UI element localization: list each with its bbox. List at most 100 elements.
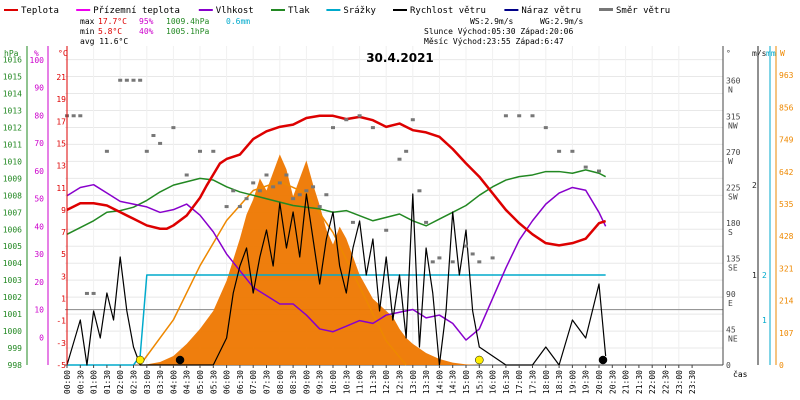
x-tick-label: 15:30 bbox=[475, 370, 484, 394]
solar-radiation-area bbox=[133, 154, 480, 365]
x-tick-label: 03:30 bbox=[156, 370, 165, 394]
stats-max-humidity: 95% bbox=[139, 17, 154, 26]
dir-compass-label: N bbox=[728, 86, 733, 95]
w-tick-label: 321 bbox=[779, 264, 794, 273]
dir-compass-label: NW bbox=[728, 121, 738, 130]
temp-tick-label: 15 bbox=[56, 139, 66, 148]
x-tick-label: 15:00 bbox=[462, 370, 471, 394]
wind-direction-dot bbox=[384, 228, 389, 232]
wind-direction-dot bbox=[450, 260, 455, 264]
w-tick-label: 749 bbox=[779, 136, 794, 145]
x-tick-label: 12:30 bbox=[396, 370, 405, 394]
wind-direction-dot bbox=[464, 244, 468, 248]
dir-compass-label: SE bbox=[728, 263, 738, 272]
x-tick-label: 19:00 bbox=[568, 370, 577, 394]
x-tick-label: 09:00 bbox=[302, 370, 311, 394]
wind-direction-dot bbox=[437, 256, 442, 260]
wind-direction-dot bbox=[304, 189, 309, 193]
wind-direction-dot bbox=[71, 114, 76, 118]
w-axis-label: W bbox=[780, 49, 785, 58]
hpa-tick-label: 1007 bbox=[3, 208, 22, 217]
wind-direction-dot bbox=[138, 78, 143, 82]
x-tick-label: 20:00 bbox=[595, 370, 604, 394]
series-layer bbox=[65, 78, 608, 366]
x-tick-label: 23:00 bbox=[675, 370, 684, 394]
wind-direction-dot bbox=[370, 126, 375, 130]
wind-direction-dot bbox=[530, 114, 535, 118]
x-tick-label: 04:30 bbox=[183, 370, 192, 394]
axes-layer: 1016101510141013101210111010100910081007… bbox=[3, 46, 794, 394]
x-tick-label: 17:30 bbox=[529, 370, 538, 394]
wind-direction-dot bbox=[277, 181, 282, 185]
pct-tick-label: 40 bbox=[34, 222, 44, 231]
wind-direction-dot bbox=[224, 205, 229, 209]
temp-tick-label: 13 bbox=[56, 162, 66, 171]
wind-direction-dot bbox=[297, 193, 302, 197]
temp-tick-label: 11 bbox=[56, 184, 66, 193]
pct-tick-label: 10 bbox=[34, 306, 44, 315]
w-tick-label: 107 bbox=[779, 329, 794, 338]
wind-direction-dot bbox=[311, 185, 316, 189]
legend-label: Tlak bbox=[288, 6, 310, 16]
temp-tick-label: 19 bbox=[56, 95, 66, 104]
series-teplota bbox=[66, 114, 607, 247]
wind-direction-dot bbox=[331, 126, 335, 130]
x-tick-label: 07:30 bbox=[263, 370, 272, 394]
x-tick-label: 12:00 bbox=[382, 370, 391, 394]
pct-tick-label: 50 bbox=[34, 195, 44, 204]
x-tick-label: 01:00 bbox=[90, 370, 99, 394]
x-tick-label: 01:30 bbox=[103, 370, 112, 394]
pct-tick-label: 80 bbox=[34, 111, 44, 120]
x-tick-label: 22:30 bbox=[662, 370, 671, 394]
x-tick-label: 17:00 bbox=[515, 370, 524, 394]
legend-swatch bbox=[599, 8, 613, 11]
wind-direction-dot bbox=[344, 118, 349, 122]
stats-max-pressure: 1009.4hPa bbox=[166, 17, 210, 26]
legend: Teplota Přízemní teplota Vlhkost Tlak Srážky… bbox=[4, 6, 670, 46]
dir-tick-label: 90 bbox=[726, 290, 736, 299]
x-tick-label: 11:30 bbox=[369, 370, 378, 394]
wind-direction-dot bbox=[144, 149, 149, 153]
x-tick-label: 19:30 bbox=[582, 370, 591, 394]
w-tick-label: 535 bbox=[779, 200, 794, 209]
ms-tick-label: 1 bbox=[752, 271, 757, 280]
dir-compass-label: SW bbox=[728, 192, 738, 201]
wind-direction-dot bbox=[317, 205, 322, 209]
hpa-tick-label: 1005 bbox=[3, 242, 22, 251]
x-tick-label: 13:30 bbox=[422, 370, 431, 394]
legend-label: Rychlost větru bbox=[410, 6, 486, 16]
stats-sun: Slunce Východ:05:30 Západ:20:06 bbox=[424, 27, 573, 36]
wind-direction-dot bbox=[284, 173, 289, 177]
series-tlak bbox=[66, 169, 606, 236]
hpa-tick-label: 1001 bbox=[3, 310, 22, 319]
x-tick-label: 23:30 bbox=[688, 370, 697, 394]
wind-direction-dot bbox=[583, 165, 588, 169]
sunrise-marker bbox=[135, 355, 145, 365]
wind-direction-dot bbox=[404, 149, 409, 153]
wind-direction-dot bbox=[570, 149, 575, 153]
legend-label: Srážky bbox=[343, 6, 376, 16]
wind-direction-dot bbox=[124, 78, 129, 82]
pct-tick-label: 0 bbox=[39, 333, 44, 342]
series-vlhkost bbox=[66, 183, 607, 341]
temp-tick-label: 1 bbox=[61, 295, 66, 304]
stats-rain: 0.6mm bbox=[226, 17, 250, 26]
x-tick-label: 00:00 bbox=[63, 370, 72, 394]
wind-direction-dot bbox=[251, 181, 256, 185]
x-tick-label: 10:00 bbox=[329, 370, 338, 394]
pct-tick-label: 100 bbox=[30, 56, 45, 65]
mm-tick-label: 1 bbox=[762, 316, 767, 325]
wind-direction-dot bbox=[184, 173, 189, 177]
x-tick-label: 10:30 bbox=[342, 370, 351, 394]
hpa-tick-label: 998 bbox=[8, 361, 23, 370]
wind-direction-dot bbox=[91, 291, 96, 295]
w-tick-label: 0 bbox=[779, 361, 784, 370]
stats-min-pressure: 1005.1hPa bbox=[166, 27, 210, 36]
stats-max-label: max bbox=[80, 17, 95, 26]
wind-direction-dot bbox=[198, 149, 202, 153]
stats-min-temp: 5.8°C bbox=[98, 27, 122, 36]
x-tick-label: 06:00 bbox=[223, 370, 232, 394]
w-tick-label: 963 bbox=[779, 71, 794, 80]
stats-min-label: min bbox=[80, 27, 95, 36]
